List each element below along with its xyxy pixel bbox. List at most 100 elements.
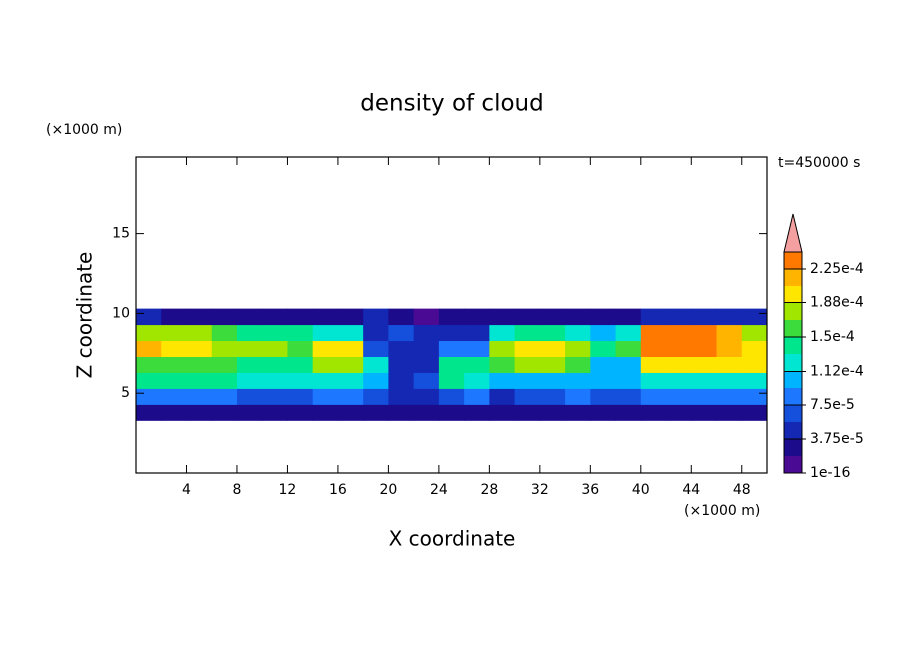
contour-cell — [640, 404, 667, 421]
contour-cell — [287, 324, 314, 342]
contour-cell — [161, 404, 187, 421]
contour-cell — [565, 356, 591, 373]
y-unit: (×1000 m) — [46, 122, 122, 138]
y-tick-label: 15 — [112, 226, 130, 242]
contour-cell — [489, 404, 516, 421]
contour-cell — [615, 356, 642, 373]
colorbar-tick-label: 1.88e-4 — [810, 295, 864, 311]
contour-cell — [262, 372, 288, 389]
contour-cell — [514, 372, 541, 389]
contour-cell — [615, 404, 642, 421]
contour-cell — [539, 356, 566, 373]
contour-cell — [565, 340, 591, 357]
contour-cell — [438, 340, 465, 357]
contour-cell — [590, 356, 617, 373]
contour-cell — [716, 372, 743, 389]
contour-cell — [287, 340, 314, 357]
contour-cell — [438, 372, 465, 389]
contour-cell — [161, 340, 187, 357]
contour-cell — [716, 388, 743, 405]
colorbar-tick-label: 1.12e-4 — [810, 363, 864, 379]
contour-cell — [464, 388, 490, 405]
contour-cell — [615, 308, 642, 326]
contour-cell — [363, 324, 389, 342]
contour-cell — [590, 404, 617, 421]
y-tick-label: 5 — [121, 385, 130, 401]
x-tick-label: 40 — [632, 482, 650, 498]
contour-cell — [489, 388, 516, 405]
contour-cell — [186, 388, 213, 405]
contour-cell — [236, 388, 263, 405]
x-tick-label: 28 — [480, 482, 498, 498]
contour-cell — [287, 356, 314, 373]
x-unit: (×1000 m) — [684, 503, 760, 519]
contour-cell — [413, 308, 440, 326]
contour-cell — [211, 340, 238, 357]
contour-cell — [388, 324, 415, 342]
contour-cell — [388, 372, 415, 389]
contour-cell — [464, 340, 490, 357]
contour-cell — [615, 372, 642, 389]
contour-cell — [716, 308, 743, 326]
contour-cell — [716, 356, 743, 373]
contour-cell — [590, 308, 617, 326]
contour-cell — [262, 340, 288, 357]
contour-cell — [312, 324, 339, 342]
contour-cell — [136, 340, 162, 357]
contour-cell — [186, 324, 213, 342]
plot-frame — [135, 156, 768, 474]
contour-cell — [565, 308, 591, 326]
contour-cell — [489, 324, 516, 342]
contour-cell — [666, 324, 692, 342]
contour-cell — [363, 372, 389, 389]
contour-cell — [640, 324, 667, 342]
contour-cell — [161, 308, 187, 326]
y-tick-label: 10 — [112, 305, 130, 321]
contour-cell — [136, 324, 162, 342]
colorbar-band — [784, 405, 802, 422]
contour-cell — [287, 372, 314, 389]
contour-cell — [666, 404, 692, 421]
contour-cell — [666, 388, 692, 405]
contour-cell — [337, 404, 364, 421]
contour-cell — [136, 356, 162, 373]
x-tick-label: 12 — [279, 482, 297, 498]
contour-cell — [539, 388, 566, 405]
contour-cell — [741, 308, 768, 326]
contour-cell — [741, 372, 768, 389]
contour-cell — [136, 404, 162, 421]
colorbar-tick-label: 1.5e-4 — [810, 329, 855, 345]
contour-cell — [514, 308, 541, 326]
contour-cell — [388, 340, 415, 357]
colorbar-band — [784, 252, 802, 269]
contour-cell — [161, 356, 187, 373]
contour-cell — [413, 388, 440, 405]
contour-cell — [186, 356, 213, 373]
contour-cell — [186, 372, 213, 389]
contour-cell — [590, 340, 617, 357]
contour-cell — [666, 340, 692, 357]
contour-cell — [716, 404, 743, 421]
contour-cell — [640, 356, 667, 373]
contour-cell — [590, 372, 617, 389]
contour-cell — [615, 340, 642, 357]
contour-cell — [337, 308, 364, 326]
contour-cell — [514, 356, 541, 373]
contour-cell — [211, 404, 238, 421]
contour-cell — [211, 388, 238, 405]
contour-cell — [565, 372, 591, 389]
colorbar-band — [784, 269, 802, 286]
contour-cell — [262, 356, 288, 373]
chart-title: density of cloud — [360, 91, 543, 117]
contour-cell — [388, 356, 415, 373]
contour-cell — [413, 356, 440, 373]
contour-cell — [136, 372, 162, 389]
contour-cell — [741, 404, 768, 421]
contour-cell — [413, 340, 440, 357]
contour-cell — [615, 324, 642, 342]
contour-cell — [186, 340, 213, 357]
colorbar-band — [784, 422, 802, 439]
contour-cell — [136, 308, 162, 326]
contour-cell — [615, 388, 642, 405]
